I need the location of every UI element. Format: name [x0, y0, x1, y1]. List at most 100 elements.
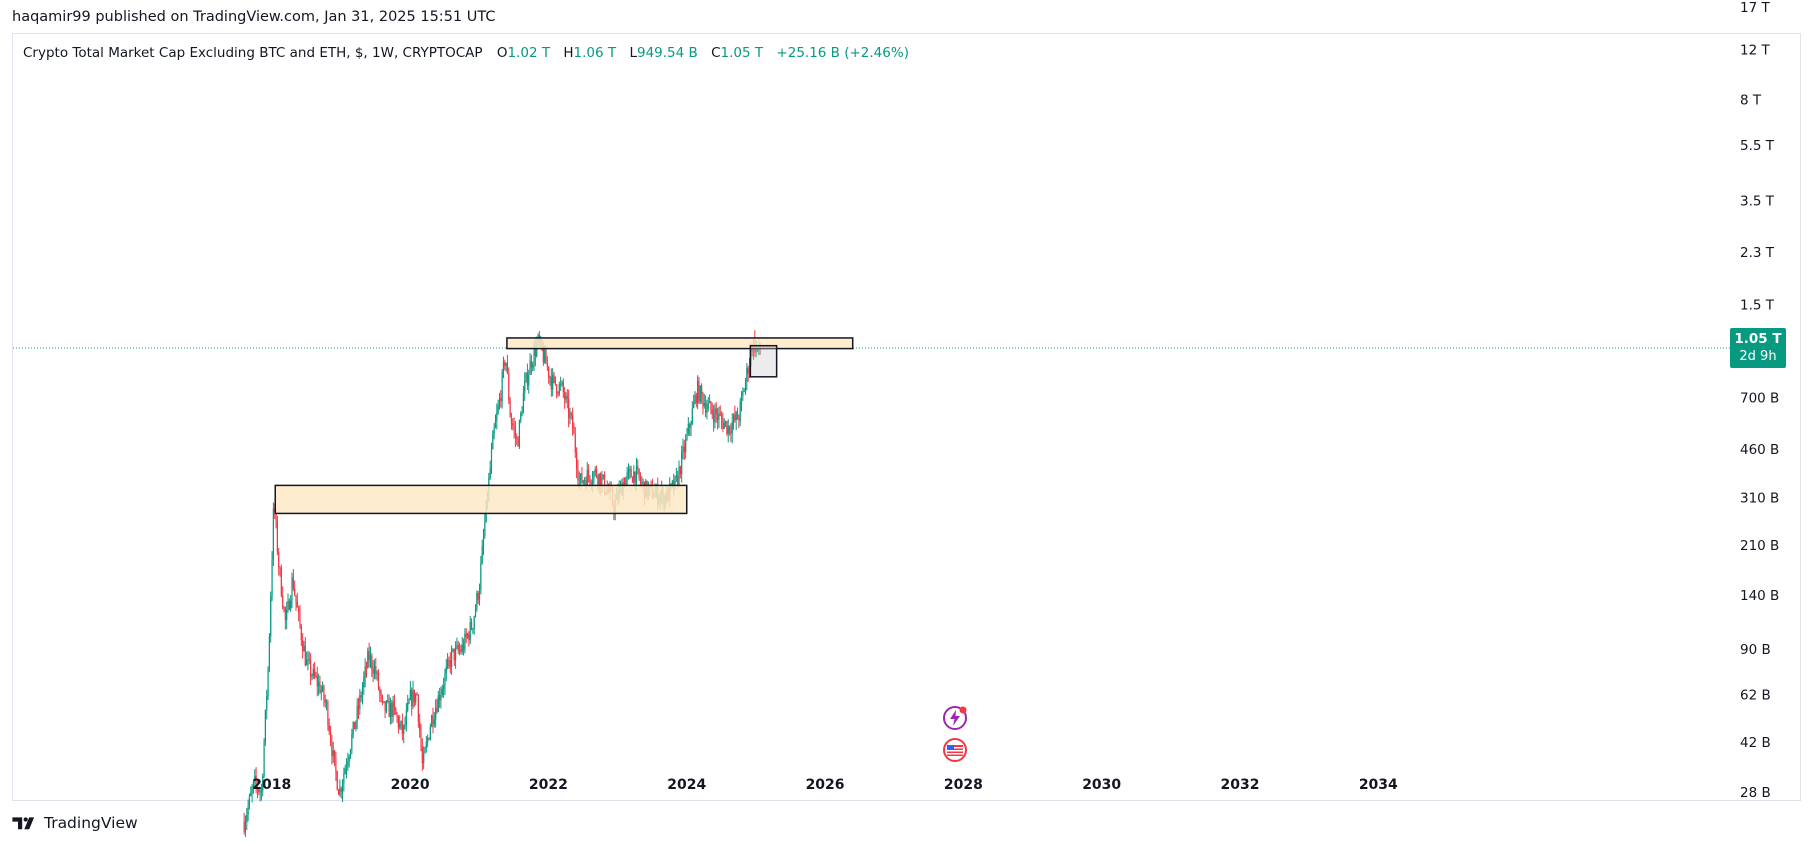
- candle-body: [403, 725, 405, 734]
- candle-body: [699, 385, 701, 402]
- candle-body: [427, 738, 429, 743]
- candle-body: [597, 476, 599, 485]
- y-axis[interactable]: 17 T 12 T 8 T 5.5 T 3.5 T 2.3 T 1.5 T 700 B 460 …: [1740, 0, 1779, 801]
- x-tick-label: 2030: [1082, 777, 1121, 793]
- zone-rectangle[interactable]: [274, 484, 688, 515]
- candle-body: [484, 521, 486, 536]
- candle-body: [746, 368, 748, 382]
- candle-body: [345, 765, 348, 769]
- candle-body: [473, 616, 475, 629]
- candle-body: [294, 588, 296, 596]
- candle-body: [466, 634, 469, 637]
- candle-body: [514, 428, 517, 438]
- candle-body: [369, 655, 372, 661]
- candle-body: [256, 783, 259, 790]
- candle-body: [558, 384, 560, 394]
- candle-body: [566, 396, 568, 399]
- last-price-badge: 1.05 T 2d 9h: [1730, 328, 1786, 368]
- candle-body: [709, 401, 711, 404]
- candle-body: [298, 607, 300, 612]
- candle-body: [457, 645, 459, 651]
- candle-body: [331, 742, 333, 757]
- candle-body: [270, 596, 272, 637]
- candle-body: [458, 649, 461, 651]
- candle-body: [337, 789, 340, 795]
- candle-body: [633, 471, 635, 483]
- candle-body: [742, 391, 744, 396]
- candle-body: [694, 394, 696, 403]
- candle-body: [368, 651, 370, 661]
- footer-brand-label: TradingView: [44, 814, 138, 832]
- candle-body: [494, 420, 497, 429]
- candle-body: [266, 696, 268, 710]
- candle-body: [675, 475, 677, 477]
- zone-rectangle[interactable]: [749, 344, 778, 378]
- zone-rectangle[interactable]: [506, 337, 854, 350]
- candle-body: [413, 689, 415, 703]
- candle-body: [594, 469, 596, 473]
- x-axis[interactable]: 2018 2020 2022 2024 2026 2028 2030 2032 2034: [252, 777, 1398, 793]
- candle-body: [568, 398, 570, 418]
- candle-body: [365, 666, 368, 669]
- candle-body: [532, 364, 534, 368]
- candle-body: [518, 420, 521, 447]
- candle-body: [286, 609, 288, 621]
- candle-body: [250, 793, 252, 796]
- candle-body: [243, 821, 245, 832]
- open-label: O: [496, 45, 508, 61]
- candle-body: [691, 408, 693, 425]
- x-tick-label: 2034: [1359, 777, 1398, 793]
- footer-brand[interactable]: TradingView: [12, 814, 138, 832]
- candle-body: [355, 721, 357, 730]
- candle-body: [506, 362, 509, 374]
- candle-body: [525, 372, 527, 381]
- candle-body: [353, 721, 356, 730]
- candle-body: [454, 647, 457, 661]
- candle-body: [409, 689, 411, 700]
- candle-body: [260, 790, 263, 792]
- candle-body: [376, 672, 378, 674]
- candle-body: [671, 481, 673, 484]
- candle-body: [562, 382, 564, 393]
- y-tick-label: 210 B: [1740, 538, 1779, 554]
- candle-body: [441, 688, 443, 695]
- us-flag-icon[interactable]: [942, 737, 968, 763]
- candle-body: [449, 660, 451, 667]
- candle-body: [419, 721, 421, 731]
- candle-body: [697, 380, 699, 403]
- candle-body: [573, 428, 575, 435]
- lightning-event-icon[interactable]: [942, 705, 968, 731]
- candle-body: [399, 723, 401, 728]
- candle-body: [476, 592, 478, 609]
- candle-body: [623, 482, 626, 487]
- candle-body: [268, 636, 270, 668]
- candle-body: [456, 645, 458, 648]
- candle-body: [580, 473, 582, 480]
- candle-body: [508, 373, 510, 400]
- candle-body: [437, 695, 439, 712]
- candle-body: [739, 401, 741, 421]
- symbol-name[interactable]: Crypto Total Market Cap Excluding BTC an…: [23, 45, 483, 61]
- candle-body: [701, 385, 703, 395]
- candle-body: [736, 412, 739, 420]
- candle-body: [439, 695, 441, 701]
- candle-body: [247, 805, 249, 816]
- candle-body: [324, 699, 326, 703]
- candle-body: [357, 705, 360, 710]
- candle-body: [581, 473, 583, 483]
- candle-body: [591, 480, 594, 484]
- candle-body: [718, 413, 720, 420]
- candle-body: [549, 376, 551, 378]
- candle-body: [747, 368, 749, 374]
- candle-body: [405, 710, 407, 725]
- candle-body: [280, 568, 282, 596]
- candle-body: [392, 701, 394, 717]
- y-tick-label: 310 B: [1740, 490, 1779, 506]
- candle-body: [582, 480, 584, 483]
- candle-body: [349, 749, 352, 757]
- candle-body: [552, 374, 554, 390]
- y-tick-label: 28 B: [1740, 785, 1771, 801]
- candle-body: [595, 469, 598, 477]
- publisher-attribution: haqamir99 published on TradingView.com, …: [12, 9, 496, 25]
